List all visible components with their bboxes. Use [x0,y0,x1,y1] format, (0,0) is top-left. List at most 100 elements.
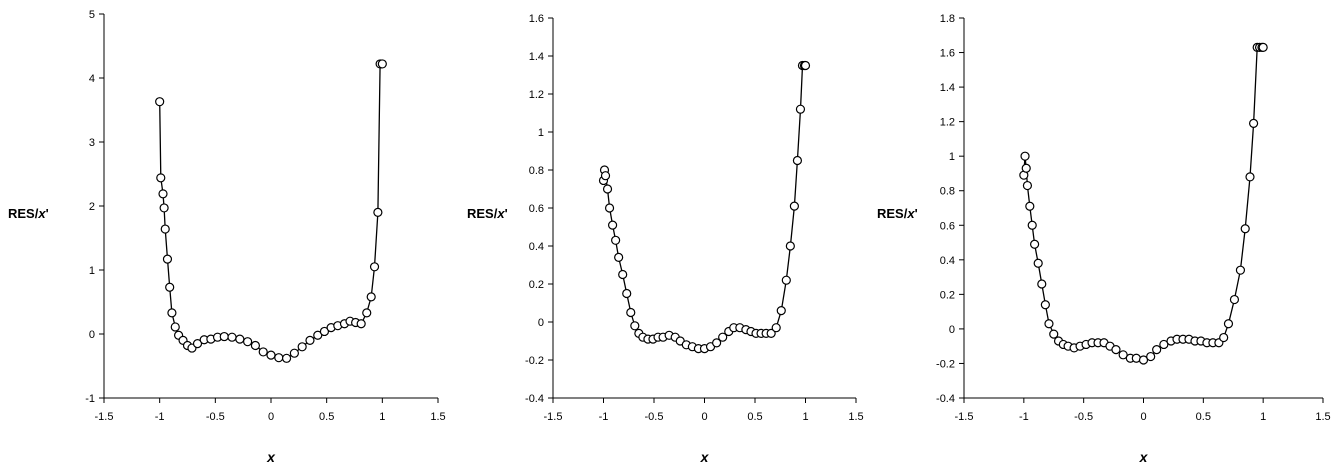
x-axis-label: x [1139,449,1149,465]
data-point [1245,172,1255,182]
data-point [800,60,811,71]
series-line [159,63,383,359]
data-point [1118,350,1128,360]
data-point [170,322,180,332]
data-point [258,347,268,357]
y-tick-label: 1 [538,127,544,139]
y-tick-label: -0.4 [936,393,955,405]
y-tick-label: -0.2 [936,358,955,370]
data-point [792,155,803,166]
y-tick-label: 1.4 [529,51,544,63]
data-point [626,307,636,318]
data-point [192,339,203,349]
x-tick-label: 0 [268,411,274,423]
y-tick-label: -0.4 [525,393,544,405]
y-tick-label: 1.4 [940,82,955,94]
y-tick-label: 0 [538,317,544,329]
data-point [160,224,170,234]
data-point [219,331,229,342]
data-point [785,241,795,251]
data-point [771,323,781,333]
y-tick-label: 0.4 [529,241,544,253]
data-point [1159,339,1169,350]
data-point [158,189,168,199]
y-tick-label: -0.2 [525,355,544,367]
data-point [1146,351,1156,362]
data-point [622,288,632,299]
data-point [1037,279,1047,289]
data-point [155,97,165,107]
y-tick-label: 0 [89,329,95,341]
data-point [313,330,323,340]
data-point [362,308,372,318]
y-tick-label: 0.2 [529,279,544,291]
data-point [1040,300,1050,310]
data-point [227,332,237,342]
data-point [373,207,383,217]
data-point [250,340,261,351]
x-tick-label: 1 [802,411,808,423]
data-point [1025,201,1035,211]
data-point [604,203,615,213]
data-point [369,262,380,272]
y-tick-label: 1.6 [940,48,955,60]
y-tick-label: 3 [89,137,95,149]
x-tick-label: -1.5 [544,411,563,423]
data-point [1044,319,1054,329]
series-line [602,64,806,350]
y-tick-label: 1.6 [529,13,544,25]
chart-2: -0.4 -0.2 0 0.2 0.4 0.6 0.8 1 1.2 1.4 1.6 -1.5 -1 -0.… [467,13,864,465]
x-axis-label: x [266,449,276,465]
x-tick-label: 1.5 [430,411,445,423]
y-tick-label: 2 [89,201,95,213]
y-tick-label: 0.8 [529,165,544,177]
data-point [1152,345,1162,355]
data-point [297,342,307,352]
data-point [274,353,284,363]
data-point [789,201,799,211]
y-tick-label: -1 [85,393,95,405]
data-point [602,184,613,194]
y-tick-label: 1 [89,265,95,277]
data-point [718,332,728,342]
y-tick-label: 0 [949,324,955,336]
y-tick-label: 1.2 [940,117,955,129]
y-tick-label: 0.4 [940,255,955,267]
data-point [776,306,786,316]
y-tick-label: 0.2 [940,289,955,301]
y-tick-label: 0.6 [940,220,955,232]
data-point [1021,163,1031,173]
x-tick-label: -1 [1019,411,1029,423]
x-tick-label: 0 [1140,411,1146,423]
data-point [377,59,387,69]
data-point [235,334,245,344]
x-tick-label: 0 [701,411,707,423]
x-tick-label: 1.5 [848,411,863,423]
data-point [795,104,806,114]
data-point [600,171,611,181]
x-tick-label: -1.5 [95,411,114,423]
chart-3: -0.4 -0.2 0 0.2 0.4 0.6 0.8 1 1.2 1.4 1.6 1.8 -1.5 -1… [877,13,1331,465]
x-tick-label: 0.5 [747,411,762,423]
data-point [281,353,292,363]
data-point [1111,345,1121,355]
data-point [618,269,628,280]
x-tick-label: -1.5 [955,411,974,423]
data-point [1030,239,1040,249]
y-tick-label: 0.6 [529,203,544,215]
data-point [614,252,624,262]
data-point [1240,224,1250,234]
x-tick-label: 0.5 [1196,411,1211,423]
data-point [156,173,166,183]
data-point [1022,180,1033,191]
data-point [611,235,621,245]
data-point [1235,265,1246,275]
data-point [167,308,177,318]
data-point [607,220,618,230]
x-tick-label: -0.5 [1074,411,1093,423]
x-axis-label: x [700,449,710,465]
data-point [1033,258,1043,268]
x-tick-label: -1 [599,411,609,423]
x-tick-label: 1 [1260,411,1266,423]
data-point [1258,42,1268,52]
